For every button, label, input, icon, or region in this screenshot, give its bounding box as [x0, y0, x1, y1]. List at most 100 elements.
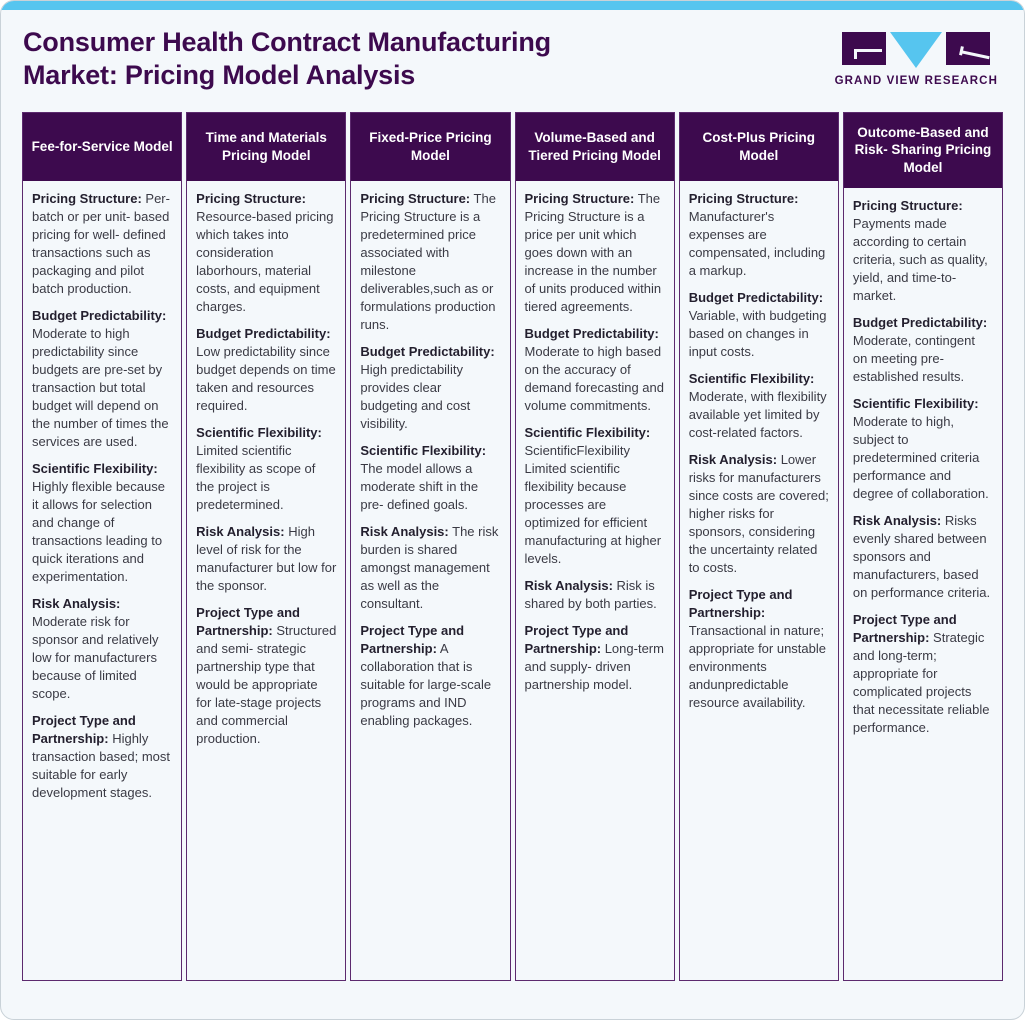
card-body: Pricing Structure: Per-batch or per unit…	[23, 181, 181, 812]
card-section: Scientific Flexibility: Moderate to high…	[853, 395, 993, 503]
card-body: Pricing Structure: The Pricing Structure…	[351, 181, 509, 740]
card-section-text: The Pricing Structure is a price per uni…	[524, 191, 662, 314]
page-header: Consumer Health Contract Manufacturing M…	[1, 10, 1024, 104]
pricing-model-card: Time and Materials Pricing Model Pricing …	[186, 112, 347, 981]
card-section-label: Risk Analysis:	[32, 596, 121, 611]
card-section-label: Pricing Structure:	[524, 191, 635, 206]
card-section: Risk Analysis: Moderate risk for sponsor…	[32, 595, 172, 703]
card-title: Fixed-Price Pricing Model	[351, 113, 510, 181]
card-section-text: Low predictability since budget depends …	[196, 344, 336, 413]
card-section-text: The risk burden is shared amongst manage…	[360, 524, 499, 611]
card-section-text: Manufacturer's expenses are compensated,…	[688, 209, 826, 278]
card-section: Budget Predictability: High predictabili…	[360, 343, 500, 433]
pricing-model-card: Fixed-Price Pricing Model Pricing Structu…	[350, 112, 511, 981]
logo-g-notch2-icon	[854, 49, 858, 59]
card-section-label: Risk Analysis:	[688, 452, 778, 467]
logo-wordmark: GRAND VIEW RESEARCH	[834, 75, 998, 87]
card-section: Scientific Flexibility: ScientificFlexib…	[525, 424, 665, 568]
card-section-label: Scientific Flexibility:	[32, 461, 158, 476]
card-section: Budget Predictability: Moderate to high …	[525, 325, 665, 415]
card-section-text: Resource-based pricing which takes into …	[196, 209, 334, 314]
card-section-label: Pricing Structure:	[196, 191, 306, 206]
card-section-text: Moderate to high based on the accuracy o…	[524, 344, 664, 413]
card-section-label: Pricing Structure:	[32, 191, 142, 206]
card-section-label: Pricing Structure:	[852, 197, 963, 213]
card-body: Pricing Structure: The Pricing Structure…	[516, 181, 674, 704]
card-section-text: Moderate to high, subject to predetermin…	[852, 413, 989, 501]
card-section: Scientific Flexibility: The model allows…	[360, 442, 500, 514]
card-body: Pricing Structure: Manufacturer's expens…	[680, 181, 838, 722]
pricing-model-card-row: Fee-for-Service Model Pricing Structure: …	[22, 112, 1004, 981]
card-section-text: Payments made according to certain crite…	[852, 215, 988, 303]
card-title: Time and Materials Pricing Model	[187, 113, 346, 181]
card-section-text: The model allows a moderate shift in the…	[360, 461, 479, 512]
card-section-text: Limited scientific flexibility as scope …	[196, 443, 316, 512]
grand-view-research-logo: GRAND VIEW RESEARCH	[835, 32, 998, 87]
card-section-label: Budget Predictability:	[196, 326, 331, 341]
card-section-text: ScientificFlexibility Limited scientific…	[524, 443, 662, 566]
card-section: Risk Analysis: High level of risk for th…	[196, 523, 336, 595]
card-section-label: Risk Analysis:	[852, 512, 942, 528]
card-title: Cost-Plus Pricing Model	[679, 113, 838, 181]
card-section-text: Highly transaction based; most suitable …	[32, 731, 171, 800]
card-section-label: Budget Predictability:	[688, 290, 824, 305]
logo-g-notch-icon	[854, 49, 883, 52]
card-section: Risk Analysis: Risk is shared by both pa…	[525, 577, 665, 613]
card-section: Project Type and Partnership: Highly tra…	[32, 712, 172, 802]
card-section: Pricing Structure: Per-batch or per unit…	[32, 190, 172, 298]
card-section: Risk Analysis: Lower risks for manufactu…	[689, 451, 829, 577]
card-section-label: Scientific Flexibility:	[524, 425, 651, 440]
card-section: Budget Predictability: Variable, with bu…	[689, 289, 829, 361]
card-section-text: Risk is shared by both parties.	[524, 578, 657, 611]
card-section: Project Type and Partnership: Structured…	[196, 604, 336, 748]
card-section: Pricing Structure: The Pricing Structure…	[360, 190, 500, 334]
logo-g-icon	[842, 32, 887, 65]
card-section-text: Transactional in nature; appropriate for…	[688, 623, 826, 710]
card-section-label: Pricing Structure:	[688, 191, 799, 206]
card-section: Risk Analysis: The risk burden is shared…	[360, 523, 500, 613]
card-section: Scientific Flexibility: Limited scientif…	[196, 424, 336, 514]
card-section: Project Type and Partnership: Transactio…	[689, 586, 829, 712]
card-section-label: Scientific Flexibility:	[852, 395, 979, 411]
card-section-label: Scientific Flexibility:	[360, 443, 487, 458]
card-section: Pricing Structure: Manufacturer's expens…	[689, 190, 829, 280]
pricing-model-card: Volume-Based and Tiered Pricing Model Pri…	[514, 112, 675, 981]
card-section-text: Moderate to high predictability since bu…	[32, 326, 169, 449]
card-section-label: Project Type and Partnership:	[32, 713, 136, 746]
card-section-label: Project Type and Partnership:	[852, 611, 957, 645]
card-section: Project Type and Partnership: Long-term …	[525, 622, 665, 694]
card-section-text: Highly flexible because it allows for se…	[32, 479, 165, 584]
card-section: Pricing Structure: The Pricing Structure…	[525, 190, 665, 316]
card-title: Volume-Based and Tiered Pricing Model	[515, 113, 674, 181]
card-section-label: Project Type and Partnership:	[196, 605, 300, 638]
card-section: Project Type and Partnership: A collabor…	[360, 622, 500, 730]
card-section-text: Moderate, with flexibility available yet…	[688, 389, 827, 440]
card-section-label: Project Type and Partnership:	[360, 623, 465, 656]
card-section-label: Budget Predictability:	[360, 344, 495, 359]
card-section-label: Scientific Flexibility:	[196, 425, 322, 440]
card-section: Budget Predictability: Moderate to high …	[32, 307, 172, 451]
top-accent-bar	[1, 1, 1024, 10]
card-section-text: Per-batch or per unit- based pricing for…	[32, 191, 170, 296]
page-title: Consumer Health Contract Manufacturing M…	[23, 27, 551, 90]
card-section-text: The Pricing Structure is a predetermined…	[360, 191, 496, 332]
card-section-text: High level of risk for the manufacturer …	[196, 524, 337, 593]
card-section-text: Lower risks for manufacturers since cost…	[688, 452, 829, 575]
pricing-model-card: Outcome-Based and Risk- Sharing Pricing …	[842, 112, 1004, 981]
pricing-model-card: Fee-for-Service Model Pricing Structure: …	[22, 112, 183, 981]
card-title: Fee-for-Service Model	[23, 113, 182, 181]
card-section: Pricing Structure: Payments made accordi…	[853, 197, 993, 305]
pricing-model-card: Cost-Plus Pricing Model Pricing Structure…	[678, 112, 839, 981]
logo-r-icon	[946, 32, 991, 65]
card-section-label: Budget Predictability:	[852, 314, 988, 330]
card-section: Pricing Structure: Resource-based pricin…	[196, 190, 336, 316]
logo-marks	[835, 32, 998, 70]
card-section: Project Type and Partnership: Strategic …	[853, 611, 993, 737]
card-section-label: Budget Predictability:	[524, 326, 659, 341]
card-section-text: High predictability provides clear budge…	[360, 362, 471, 431]
card-section-label: Budget Predictability:	[32, 308, 167, 323]
card-section: Scientific Flexibility: Moderate, with f…	[689, 370, 829, 442]
card-section: Risk Analysis: Risks evenly shared betwe…	[853, 512, 993, 602]
card-section-label: Risk Analysis:	[524, 578, 613, 593]
